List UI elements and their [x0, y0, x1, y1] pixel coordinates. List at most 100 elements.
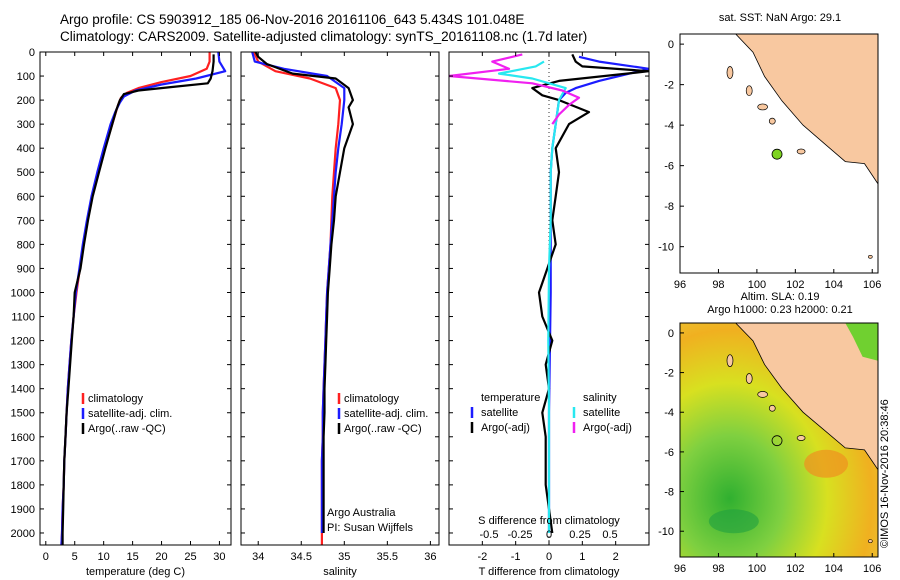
legend-label: satellite [583, 407, 620, 419]
y-tick-label: 700 [17, 215, 35, 227]
island [745, 85, 753, 97]
s-tick-label: -0.25 [507, 529, 532, 541]
legend-label: Argo(-adj) [583, 422, 632, 434]
s-tick-label: -0.5 [480, 529, 499, 541]
x-tick-label: 35.5 [377, 551, 398, 563]
legend-label: satellite-adj. clim. [344, 408, 428, 420]
map-x-tick-label: 106 [863, 279, 881, 291]
island [757, 391, 769, 398]
island [745, 373, 753, 384]
float-marker [771, 435, 783, 447]
series-argo-raw-qc- [61, 54, 215, 545]
sla-high-patch [804, 449, 849, 478]
header-line-1: Argo profile: CS 5903912_185 06-Nov-2016… [60, 12, 525, 27]
legend-label: Argo(-adj) [481, 422, 530, 434]
y-tick-label: 200 [17, 95, 35, 107]
map-y-tick-label: -10 [658, 242, 674, 254]
x-tick-label: -2 [477, 551, 487, 563]
header-line-2: Climatology: CARS2009. Satellite-adjuste… [60, 29, 588, 44]
map-y-tick-label: -2 [664, 368, 674, 380]
x-tick-label: 35 [338, 551, 350, 563]
sla-map [679, 322, 879, 558]
x-tick-label: 1 [579, 551, 585, 563]
series-salinity-satellite [497, 60, 567, 533]
map-y-tick-label: -6 [664, 161, 674, 173]
y-tick-label: 1600 [11, 432, 35, 444]
y-tick-label: 800 [17, 239, 35, 251]
y-tick-label: 1900 [11, 504, 35, 516]
x-axis-label-top: S difference from climatology [478, 515, 620, 527]
salinity-panel-frame [240, 51, 440, 546]
series-satellite-adj-clim- [60, 52, 227, 545]
legend-label: climatology [88, 393, 144, 405]
sst-map-title: sat. SST: NaN Argo: 29.1 [718, 12, 842, 24]
sla-map-title-2: Argo h1000: 0.23 h2000: 0.21 [707, 304, 853, 316]
sst-map [679, 33, 879, 274]
x-tick-label: 15 [126, 551, 138, 563]
map-x-tick-label: 102 [786, 279, 804, 291]
annotation-argo-australia: Argo Australia [327, 507, 396, 519]
x-tick-label: -1 [511, 551, 521, 563]
x-axis-label: temperature (deg C) [86, 566, 185, 578]
x-tick-label: 36 [424, 551, 436, 563]
y-tick-label: 900 [17, 263, 35, 275]
x-tick-label: 10 [98, 551, 110, 563]
island [726, 354, 734, 368]
island [768, 404, 776, 412]
y-tick-label: 1300 [11, 360, 35, 372]
map-x-tick-label: 100 [748, 563, 766, 575]
legend-label: Argo(..raw -QC) [88, 423, 166, 435]
legend-temperature-title: temperature [481, 392, 540, 404]
map-x-tick-label: 96 [674, 563, 686, 575]
y-tick-label: 0 [29, 47, 35, 59]
christmas-island [868, 539, 873, 543]
legend-label: satellite-adj. clim. [88, 408, 172, 420]
map-x-tick-label: 106 [863, 563, 881, 575]
x-tick-label: 30 [213, 551, 225, 563]
y-tick-label: 1500 [11, 408, 35, 420]
series-satellite-adj-clim- [251, 52, 346, 533]
sla-map-title-1: Altim. SLA: 0.19 [740, 291, 820, 303]
x-tick-label: 34 [252, 551, 264, 563]
map-x-tick-label: 96 [674, 279, 686, 291]
x-tick-label: 20 [155, 551, 167, 563]
map-x-tick-label: 100 [748, 279, 766, 291]
temperature-panel-frame [39, 51, 232, 546]
y-tick-label: 1400 [11, 384, 35, 396]
map-x-tick-label: 104 [825, 279, 843, 291]
difference-panel-plot [449, 52, 649, 545]
salinity-panel-plot [251, 52, 354, 545]
bright-patch [845, 323, 878, 361]
s-tick-label: 0 [546, 529, 552, 541]
imos-credit: ©IMOS 16-Nov-2016 20:38:46 [879, 399, 891, 548]
map-y-tick-label: 0 [668, 328, 674, 340]
series-temperature-argo-adj- [531, 53, 649, 534]
series-temperature-satellite [547, 55, 649, 533]
island [768, 117, 776, 125]
legend-label: climatology [344, 393, 400, 405]
s-tick-label: 0.25 [569, 529, 590, 541]
map-y-tick-label: -10 [658, 526, 674, 538]
legend-label: satellite [481, 407, 518, 419]
map-x-tick-label: 104 [825, 563, 843, 575]
y-tick-label: 2000 [11, 528, 35, 540]
series-salinity-argo-adj- [449, 53, 581, 125]
y-tick-label: 1000 [11, 287, 35, 299]
x-tick-label: 0 [43, 551, 49, 563]
map-x-tick-label: 98 [712, 279, 724, 291]
y-tick-label: 1200 [11, 336, 35, 348]
y-tick-label: 600 [17, 191, 35, 203]
x-axis-label: T difference from climatology [479, 566, 620, 578]
map-x-tick-label: 98 [712, 563, 724, 575]
sla-low-patch [708, 509, 759, 534]
x-tick-label: 2 [613, 551, 619, 563]
series-climatology [60, 52, 211, 545]
island [726, 66, 734, 79]
enggano-island [796, 435, 806, 441]
island [757, 103, 769, 111]
series-argo-raw-qc- [254, 52, 354, 533]
legend-label: Argo(..raw -QC) [344, 423, 422, 435]
s-tick-label: 0.5 [602, 529, 617, 541]
